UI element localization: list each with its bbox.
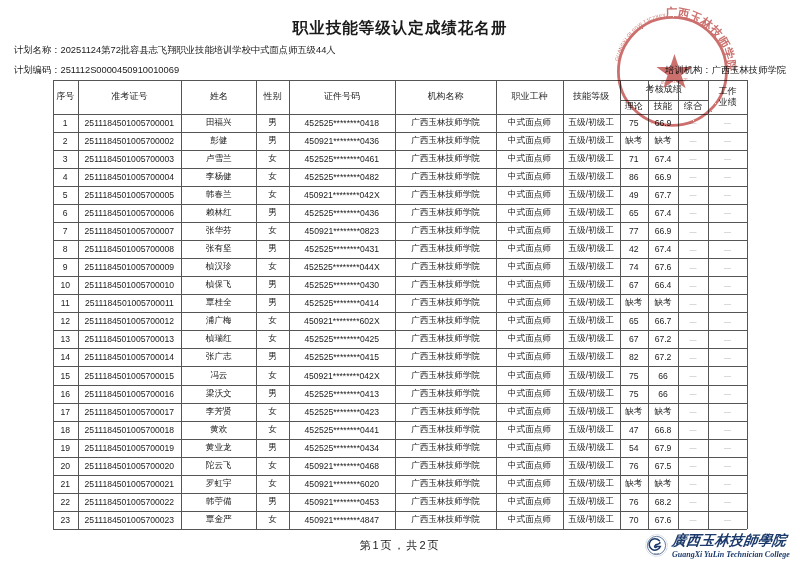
svg-text:1985: 1985 [654,552,659,554]
